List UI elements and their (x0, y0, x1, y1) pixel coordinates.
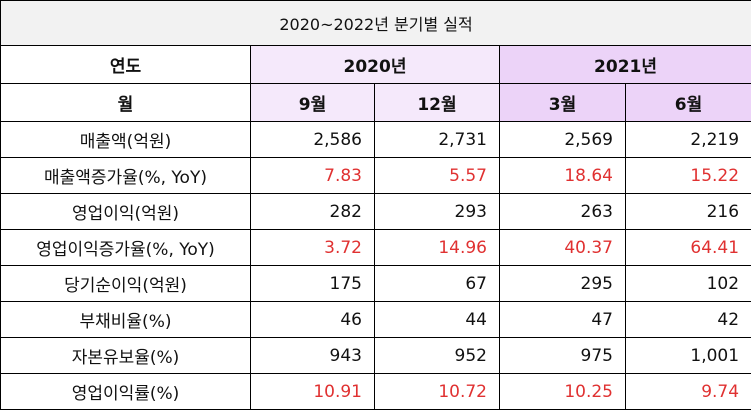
value-cell: 2,586 (250, 121, 375, 158)
value-cell: 295 (499, 265, 626, 302)
table-row: 영업이익(억원) 282 293 263 216 (0, 193, 751, 230)
value-cell: 18.64 (499, 157, 626, 194)
row-label: 자본유보율(%) (0, 337, 251, 374)
value-cell: 2,731 (374, 121, 500, 158)
year-header-label: 연도 (0, 45, 251, 84)
value-cell: 42 (624, 301, 751, 338)
year-header-2020: 2020년 (250, 45, 500, 84)
row-label: 영업이익률(%) (0, 373, 251, 410)
table-row: 매출액증가율(%, YoY) 7.83 5.57 18.64 15.22 (0, 157, 751, 194)
month-header-jun: 6월 (624, 83, 751, 122)
value-cell: 216 (624, 193, 751, 230)
month-header-sep: 9월 (250, 83, 375, 122)
table-row: 영업이익증가율(%, YoY) 3.72 14.96 40.37 64.41 (0, 229, 751, 266)
value-cell: 67 (374, 265, 500, 302)
value-cell: 5.57 (374, 157, 500, 194)
table-row: 매출액(억원) 2,586 2,731 2,569 2,219 (0, 121, 751, 158)
table-row: 영업이익률(%) 10.91 10.72 10.25 9.74 (0, 373, 751, 410)
row-label: 영업이익(억원) (0, 193, 251, 230)
month-header-label: 월 (0, 83, 251, 122)
month-header-dec: 12월 (374, 83, 500, 122)
value-cell: 102 (624, 265, 751, 302)
value-cell: 282 (250, 193, 375, 230)
value-cell: 952 (374, 337, 500, 374)
value-cell: 2,219 (624, 121, 751, 158)
table-title: 2020~2022년 분기별 실적 (0, 0, 751, 46)
value-cell: 47 (499, 301, 626, 338)
value-cell: 1,001 (624, 337, 751, 374)
value-cell: 44 (374, 301, 500, 338)
table-row: 자본유보율(%) 943 952 975 1,001 (0, 337, 751, 374)
value-cell: 46 (250, 301, 375, 338)
value-cell: 175 (250, 265, 375, 302)
value-cell: 975 (499, 337, 626, 374)
value-cell: 943 (250, 337, 375, 374)
value-cell: 64.41 (624, 229, 751, 266)
value-cell: 3.72 (250, 229, 375, 266)
row-label: 영업이익증가율(%, YoY) (0, 229, 251, 266)
year-header-2021: 2021년 (498, 45, 751, 84)
value-cell: 7.83 (250, 157, 375, 194)
row-label: 매출액증가율(%, YoY) (0, 157, 251, 194)
value-cell: 263 (499, 193, 626, 230)
value-cell: 10.25 (499, 373, 626, 410)
value-cell: 10.91 (250, 373, 375, 410)
value-cell: 9.74 (624, 373, 751, 410)
value-cell: 14.96 (374, 229, 500, 266)
value-cell: 10.72 (374, 373, 500, 410)
value-cell: 2,569 (499, 121, 626, 158)
row-label: 부채비율(%) (0, 301, 251, 338)
row-label: 매출액(억원) (0, 121, 251, 158)
month-header-mar: 3월 (499, 83, 626, 122)
value-cell: 293 (374, 193, 500, 230)
table-row: 부채비율(%) 46 44 47 42 (0, 301, 751, 338)
value-cell: 15.22 (624, 157, 751, 194)
row-label: 당기순이익(억원) (0, 265, 251, 302)
table-row: 당기순이익(억원) 175 67 295 102 (0, 265, 751, 302)
value-cell: 40.37 (499, 229, 626, 266)
